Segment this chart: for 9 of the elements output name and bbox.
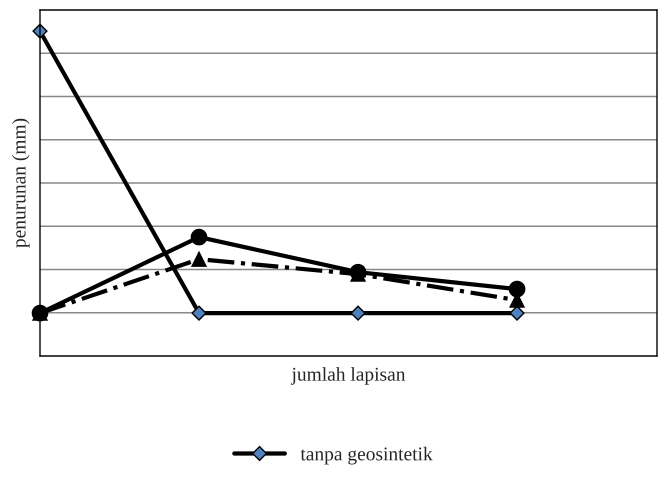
y-axis-title: penurunan (mm): [12, 118, 30, 248]
x-axis-title: jumlah lapisan: [290, 367, 406, 385]
point: [191, 252, 207, 267]
point: [509, 306, 525, 321]
legend-label: tanpa geosintetik: [300, 446, 433, 464]
point: [350, 306, 366, 321]
point: [508, 280, 526, 298]
point: [190, 228, 208, 246]
point: [191, 306, 207, 321]
